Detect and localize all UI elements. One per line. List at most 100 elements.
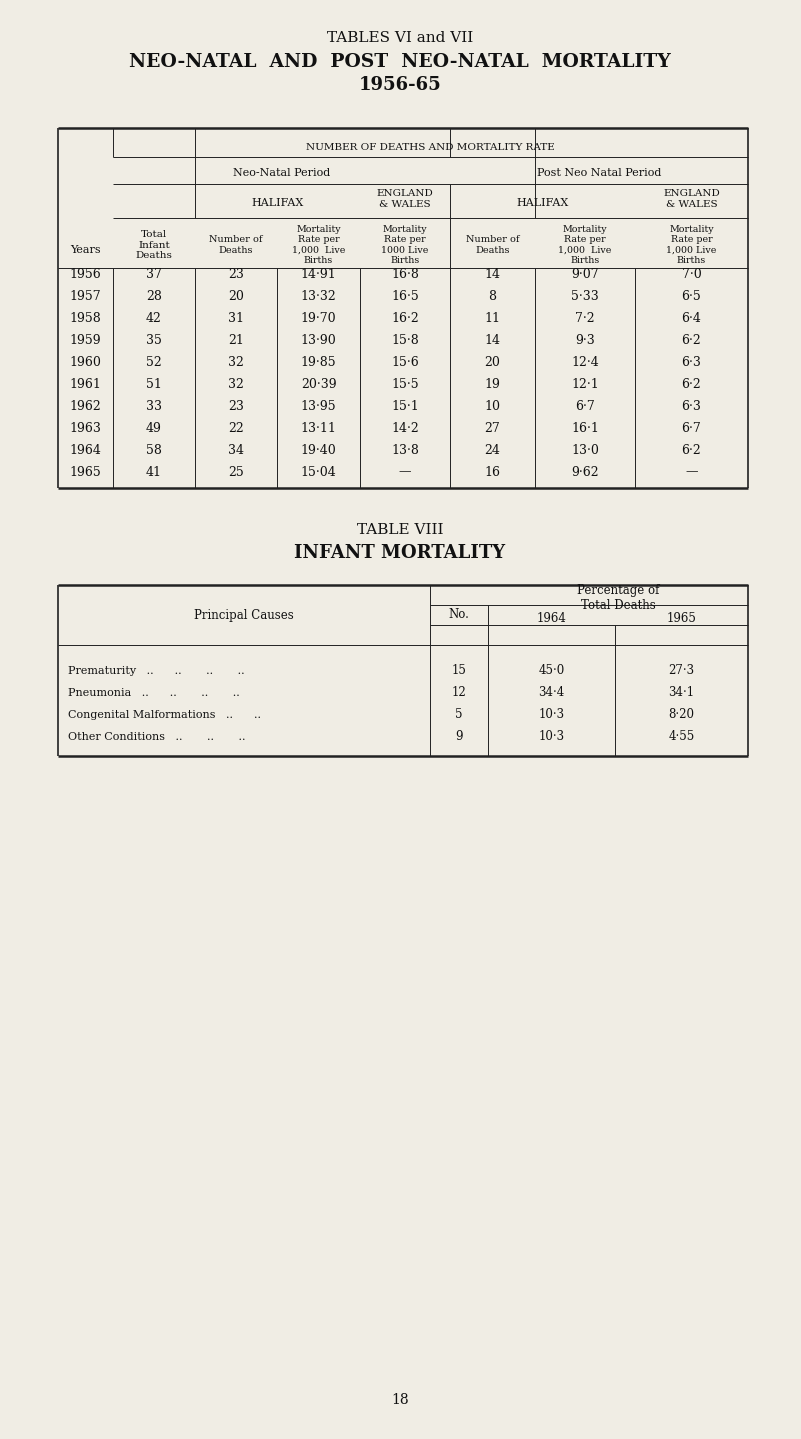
Text: 1959: 1959 <box>70 334 101 347</box>
Text: 19·70: 19·70 <box>300 311 336 325</box>
Text: 19: 19 <box>485 377 501 390</box>
Text: HALIFAX: HALIFAX <box>517 199 569 209</box>
Text: 12·1: 12·1 <box>571 377 599 390</box>
Text: 33: 33 <box>146 400 162 413</box>
Text: Years: Years <box>70 245 101 255</box>
Text: 5: 5 <box>455 708 463 721</box>
Text: 1956: 1956 <box>70 268 102 281</box>
Text: 13·32: 13·32 <box>300 289 336 302</box>
Text: 10·3: 10·3 <box>538 731 565 744</box>
Text: 10: 10 <box>485 400 501 413</box>
Text: 49: 49 <box>146 422 162 435</box>
Text: —: — <box>399 465 411 479</box>
Text: Mortality
Rate per
1,000  Live
Births: Mortality Rate per 1,000 Live Births <box>292 224 345 265</box>
Text: 16: 16 <box>485 465 501 479</box>
Text: 34: 34 <box>228 443 244 456</box>
Text: NEO-NATAL  AND  POST  NEO-NATAL  MORTALITY: NEO-NATAL AND POST NEO-NATAL MORTALITY <box>129 53 671 71</box>
Text: 15·8: 15·8 <box>391 334 419 347</box>
Text: 27·3: 27·3 <box>669 665 694 678</box>
Text: 1960: 1960 <box>70 355 102 368</box>
Text: 10·3: 10·3 <box>538 708 565 721</box>
Text: 6·2: 6·2 <box>682 443 702 456</box>
Text: 25: 25 <box>228 465 244 479</box>
Text: INFANT MORTALITY: INFANT MORTALITY <box>295 544 505 563</box>
Text: 6·4: 6·4 <box>682 311 702 325</box>
Text: 5·33: 5·33 <box>571 289 599 302</box>
Text: 9: 9 <box>455 731 463 744</box>
Text: 16·1: 16·1 <box>571 422 599 435</box>
Text: 19·40: 19·40 <box>300 443 336 456</box>
Text: 1963: 1963 <box>70 422 102 435</box>
Text: 12·4: 12·4 <box>571 355 599 368</box>
Text: 15·5: 15·5 <box>391 377 419 390</box>
Text: 16·5: 16·5 <box>391 289 419 302</box>
Text: 15: 15 <box>452 665 466 678</box>
Text: Post Neo Natal Period: Post Neo Natal Period <box>537 168 661 178</box>
Text: Mortality
Rate per
1,000 Live
Births: Mortality Rate per 1,000 Live Births <box>666 224 717 265</box>
Text: Total
Infant
Deaths: Total Infant Deaths <box>135 230 172 260</box>
Text: —: — <box>685 465 698 479</box>
Text: 6·2: 6·2 <box>682 334 702 347</box>
Text: TABLE VIII: TABLE VIII <box>356 522 443 537</box>
Text: Mortality
Rate per
1,000  Live
Births: Mortality Rate per 1,000 Live Births <box>558 224 612 265</box>
Text: 12: 12 <box>452 686 466 699</box>
Text: Number of
Deaths: Number of Deaths <box>465 236 519 255</box>
Text: 7·0: 7·0 <box>682 268 702 281</box>
Text: 14·2: 14·2 <box>391 422 419 435</box>
Text: 23: 23 <box>228 400 244 413</box>
Text: NUMBER OF DEATHS AND MORTALITY RATE: NUMBER OF DEATHS AND MORTALITY RATE <box>306 142 555 153</box>
Text: Prematurity   ..      ..       ..       ..: Prematurity .. .. .. .. <box>68 666 244 676</box>
Text: 15·6: 15·6 <box>391 355 419 368</box>
Text: 11: 11 <box>485 311 501 325</box>
Text: TABLES VI and VII: TABLES VI and VII <box>327 32 473 45</box>
Text: 6·5: 6·5 <box>682 289 702 302</box>
Text: 1965: 1965 <box>70 465 102 479</box>
Text: 15·1: 15·1 <box>391 400 419 413</box>
Text: 8: 8 <box>489 289 497 302</box>
Text: 9·07: 9·07 <box>571 268 599 281</box>
Text: 27: 27 <box>485 422 501 435</box>
Text: ENGLAND
& WALES: ENGLAND & WALES <box>376 190 433 209</box>
Text: 6·3: 6·3 <box>682 355 702 368</box>
Text: 4·55: 4·55 <box>668 731 694 744</box>
Text: 34·4: 34·4 <box>538 686 565 699</box>
Text: 6·7: 6·7 <box>575 400 595 413</box>
Text: 1964: 1964 <box>70 443 102 456</box>
Text: 1958: 1958 <box>70 311 102 325</box>
Text: 20: 20 <box>485 355 501 368</box>
Text: 45·0: 45·0 <box>538 665 565 678</box>
Text: Percentage of
Total Deaths: Percentage of Total Deaths <box>577 584 659 612</box>
Text: Number of
Deaths: Number of Deaths <box>209 236 263 255</box>
Text: 1962: 1962 <box>70 400 102 413</box>
Text: Neo-Natal Period: Neo-Natal Period <box>233 168 330 178</box>
Text: 20: 20 <box>228 289 244 302</box>
Text: 6·7: 6·7 <box>682 422 702 435</box>
Text: 42: 42 <box>146 311 162 325</box>
Text: 1965: 1965 <box>666 612 696 625</box>
Text: No.: No. <box>449 609 469 622</box>
Text: 1957: 1957 <box>70 289 101 302</box>
Text: 14: 14 <box>485 334 501 347</box>
Text: 32: 32 <box>228 355 244 368</box>
Text: 6·2: 6·2 <box>682 377 702 390</box>
Text: 20·39: 20·39 <box>300 377 336 390</box>
Text: HALIFAX: HALIFAX <box>252 199 304 209</box>
Text: 34·1: 34·1 <box>669 686 694 699</box>
Text: 19·85: 19·85 <box>300 355 336 368</box>
Text: 13·95: 13·95 <box>300 400 336 413</box>
Text: 1956-65: 1956-65 <box>359 76 441 94</box>
Text: 1964: 1964 <box>537 612 566 625</box>
Text: Other Conditions   ..       ..       ..: Other Conditions .. .. .. <box>68 732 245 743</box>
Text: 16·8: 16·8 <box>391 268 419 281</box>
Text: 31: 31 <box>228 311 244 325</box>
Text: 13·0: 13·0 <box>571 443 599 456</box>
Text: 28: 28 <box>146 289 162 302</box>
Text: 24: 24 <box>485 443 501 456</box>
Text: 52: 52 <box>146 355 162 368</box>
Text: Congenital Malformations   ..      ..: Congenital Malformations .. .. <box>68 709 261 720</box>
Text: Pneumonia   ..      ..       ..       ..: Pneumonia .. .. .. .. <box>68 688 239 698</box>
Text: 58: 58 <box>146 443 162 456</box>
Text: 32: 32 <box>228 377 244 390</box>
Text: 9·62: 9·62 <box>571 465 599 479</box>
Text: 41: 41 <box>146 465 162 479</box>
